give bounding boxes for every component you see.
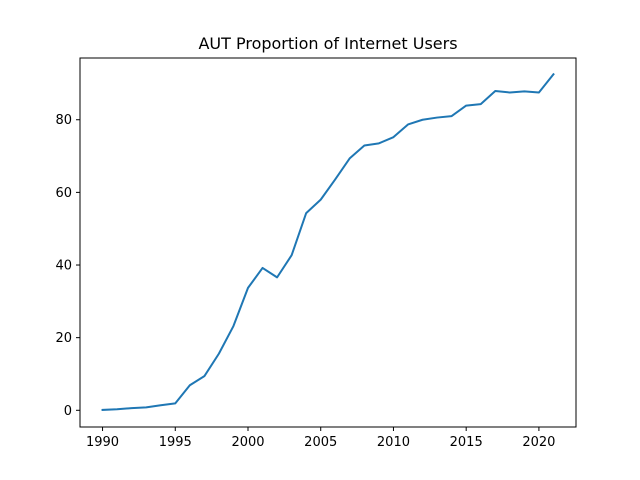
chart-title: AUT Proportion of Internet Users xyxy=(198,34,457,53)
y-tick-label: 0 xyxy=(64,404,72,419)
x-tick-label: 1990 xyxy=(86,435,119,450)
x-tick-label: 2010 xyxy=(377,435,410,450)
x-tick-label: 1995 xyxy=(159,435,192,450)
y-tick-label: 20 xyxy=(55,331,72,346)
y-axis: 0 20 40 60 80 xyxy=(55,113,80,419)
x-tick-label: 2015 xyxy=(450,435,483,450)
x-tick-label: 2000 xyxy=(231,435,264,450)
x-tick-label: 2020 xyxy=(522,435,555,450)
plot-frame xyxy=(79,57,577,428)
y-tick-label: 40 xyxy=(55,259,72,274)
series-line xyxy=(101,72,555,411)
y-tick-label: 60 xyxy=(55,186,72,201)
x-tick-label: 2005 xyxy=(304,435,337,450)
y-tick-label: 80 xyxy=(55,113,72,128)
x-axis: 1990 1995 2000 2005 2010 2015 2020 xyxy=(86,427,555,450)
